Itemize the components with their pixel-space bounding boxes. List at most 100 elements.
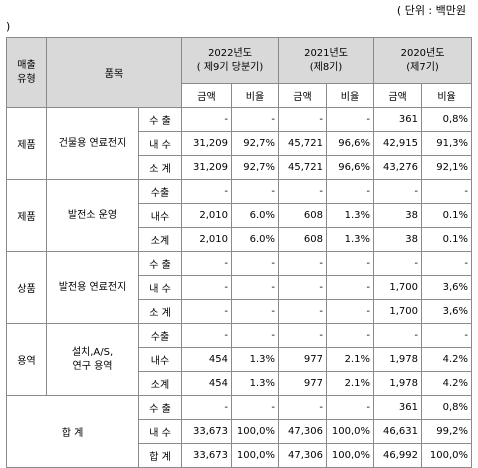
header-amount: 금액 <box>181 83 232 108</box>
amount-cell: - <box>278 251 327 276</box>
amount-cell: - <box>373 251 423 276</box>
ratio-cell: 3,6% <box>421 299 473 324</box>
amount-cell: 608 <box>278 227 327 252</box>
amount-cell: 361 <box>373 395 423 420</box>
amount-cell: 45,721 <box>278 155 327 180</box>
ratio-cell: 92,1% <box>421 155 473 180</box>
ratio-cell: 96,6% <box>325 155 375 180</box>
amount-cell: - <box>278 323 327 348</box>
row-label: 수 출 <box>138 251 182 276</box>
amount-cell: 33,673 <box>181 443 232 468</box>
header-amount: 금액 <box>278 83 327 108</box>
header-subrow: 금액 비율 금액 비율 금액 비율 <box>7 83 473 108</box>
amount-cell: - <box>181 299 232 324</box>
row-label: 내수 <box>138 203 182 228</box>
ratio-cell: - <box>421 251 473 276</box>
row-label: 내 수 <box>138 131 182 156</box>
amount-cell: 43,276 <box>373 155 423 180</box>
amount-cell: - <box>181 251 232 276</box>
amount-cell: 33,673 <box>181 419 232 444</box>
row-label: 수 출 <box>138 395 182 420</box>
amount-cell: 2,010 <box>181 227 232 252</box>
amount-cell: 31,209 <box>181 131 232 156</box>
ratio-cell: 0,8% <box>421 107 473 132</box>
amount-cell: 46,631 <box>373 419 423 444</box>
product-item: 발전용 연료전지 <box>46 251 139 324</box>
ratio-cell: 99,2% <box>421 419 473 444</box>
amount-cell: - <box>181 275 232 300</box>
ratio-cell: 0.1% <box>421 227 473 252</box>
ratio-cell: 2.1% <box>325 347 375 372</box>
sales-type: 용역 <box>6 323 47 396</box>
amount-cell: 45,721 <box>278 131 327 156</box>
header-ratio: 비율 <box>421 83 473 108</box>
ratio-cell: - <box>231 107 279 132</box>
ratio-cell: - <box>421 179 473 204</box>
ratio-cell: - <box>325 299 375 324</box>
header-ratio: 비율 <box>325 83 375 108</box>
ratio-cell: - <box>325 107 375 132</box>
row-label: 수출 <box>138 323 182 348</box>
row-label: 수 출 <box>138 107 182 132</box>
ratio-cell: 0,8% <box>421 395 473 420</box>
amount-cell: 2,010 <box>181 203 232 228</box>
table-row: 내수 2,010 6.0% 608 1.3% 38 0.1% <box>7 203 473 228</box>
amount-cell: 1,700 <box>373 275 423 300</box>
amount-cell: 38 <box>373 227 423 252</box>
sales-table: 매출 유형 품목 2022년도( 제9기 당분기) 2021년도 (제8기) 2020년도(… <box>6 37 473 468</box>
ratio-cell: - <box>421 323 473 348</box>
header-ratio: 비율 <box>231 83 279 108</box>
ratio-cell: 6.0% <box>231 203 279 228</box>
ratio-cell: - <box>231 395 279 420</box>
amount-cell: - <box>373 179 423 204</box>
header-year-2: 2020년도 (제7기) <box>373 37 473 84</box>
row-label: 내 수 <box>138 419 182 444</box>
ratio-cell: 92,7% <box>231 131 279 156</box>
amount-cell: - <box>278 107 327 132</box>
amount-cell: 977 <box>278 371 327 396</box>
header-amount: 금액 <box>373 83 423 108</box>
amount-cell: 361 <box>373 107 423 132</box>
sales-type: 상품 <box>6 251 47 324</box>
ratio-cell: 96,6% <box>325 131 375 156</box>
amount-cell: 31,209 <box>181 155 232 180</box>
ratio-cell: 1.3% <box>325 227 375 252</box>
table-row: 내수 454 1.3% 977 2.1% 1,978 4.2% <box>7 347 473 372</box>
table-row: 소 계 31,209 92,7% 45,721 96,6% 43,276 92,1% <box>7 155 473 180</box>
ratio-cell: - <box>325 179 375 204</box>
row-label: 소 계 <box>138 299 182 324</box>
table-row: 용역 설치,A/S, 연구 용역 수출 - - - - - - <box>6 323 473 396</box>
table-row: 상품 발전용 연료전지 수 출------ <box>6 251 473 324</box>
row-label: 소계 <box>138 227 182 252</box>
ratio-cell: 100,0% <box>231 419 279 444</box>
amount-cell: - <box>278 395 327 420</box>
row-label: 소계 <box>138 371 182 396</box>
amount-cell: 1,700 <box>373 299 423 324</box>
header-type: 매출 유형 <box>6 37 47 108</box>
amount-cell: - <box>181 395 232 420</box>
ratio-cell: 91,3% <box>421 131 473 156</box>
ratio-cell: - <box>325 323 375 348</box>
product-item: 건물용 연료전지 <box>46 107 139 180</box>
amount-cell: - <box>278 275 327 300</box>
ratio-cell: - <box>325 251 375 276</box>
ratio-cell: - <box>231 323 279 348</box>
header-year-1: 2021년도 (제8기) <box>277 37 375 84</box>
row-label: 합 계 <box>138 443 182 468</box>
unit-note: ( 단위 : 백만원 <box>396 4 466 17</box>
ratio-cell: 2.1% <box>325 371 375 396</box>
ratio-cell: 100,0% <box>421 443 473 468</box>
amount-cell: 454 <box>181 371 232 396</box>
ratio-cell: 100,0% <box>325 443 375 468</box>
ratio-cell: 100,0% <box>325 419 375 444</box>
ratio-cell: 100,0% <box>231 443 279 468</box>
ratio-cell: - <box>231 275 279 300</box>
amount-cell: 608 <box>278 203 327 228</box>
ratio-cell: - <box>231 179 279 204</box>
ratio-cell: 4.2% <box>421 347 473 372</box>
row-label: 수출 <box>138 179 182 204</box>
amount-cell: - <box>181 323 232 348</box>
table-row: 제품 건물용 연료전지 수 출 - - - -361 0,8% <box>6 107 473 180</box>
ratio-cell: 1.3% <box>231 347 279 372</box>
